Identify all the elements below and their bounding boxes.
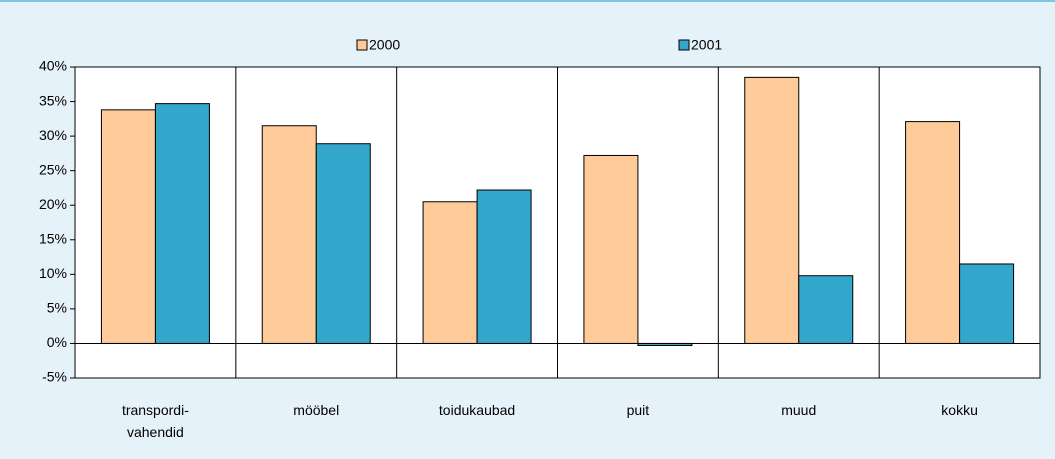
x-tick-label: kokku xyxy=(941,402,978,418)
y-tick-label: 0% xyxy=(47,334,67,350)
bar xyxy=(315,143,371,344)
legend-swatch xyxy=(356,39,368,51)
bar xyxy=(959,263,1015,344)
bar xyxy=(154,103,210,344)
y-tick-label: 25% xyxy=(39,161,67,177)
legend-swatch xyxy=(678,39,690,51)
y-tick-label: -5% xyxy=(42,369,67,385)
y-tick-label: 5% xyxy=(47,300,67,316)
y-tick-label: 20% xyxy=(39,196,67,212)
bar xyxy=(422,201,478,344)
x-tick-label: transpordi- vahendid xyxy=(121,402,189,440)
bar xyxy=(476,189,532,344)
x-tick-label: toidukaubad xyxy=(438,402,516,418)
y-tick-label: 30% xyxy=(39,127,67,143)
y-tick-label: 10% xyxy=(39,265,67,281)
bar xyxy=(744,76,800,344)
x-tick-label: mööbel xyxy=(293,402,340,418)
bar xyxy=(583,154,639,344)
bar xyxy=(100,109,156,344)
y-tick-label: 35% xyxy=(39,92,67,108)
legend-label: 2001 xyxy=(691,37,722,53)
bar xyxy=(261,125,317,344)
x-tick-label: muud xyxy=(781,402,817,418)
legend-label: 2000 xyxy=(369,37,400,53)
y-tick-label: 15% xyxy=(39,230,67,246)
bar xyxy=(798,275,854,344)
x-tick-label: puit xyxy=(626,402,650,418)
y-tick-label: 40% xyxy=(39,58,67,74)
bar xyxy=(905,121,961,344)
